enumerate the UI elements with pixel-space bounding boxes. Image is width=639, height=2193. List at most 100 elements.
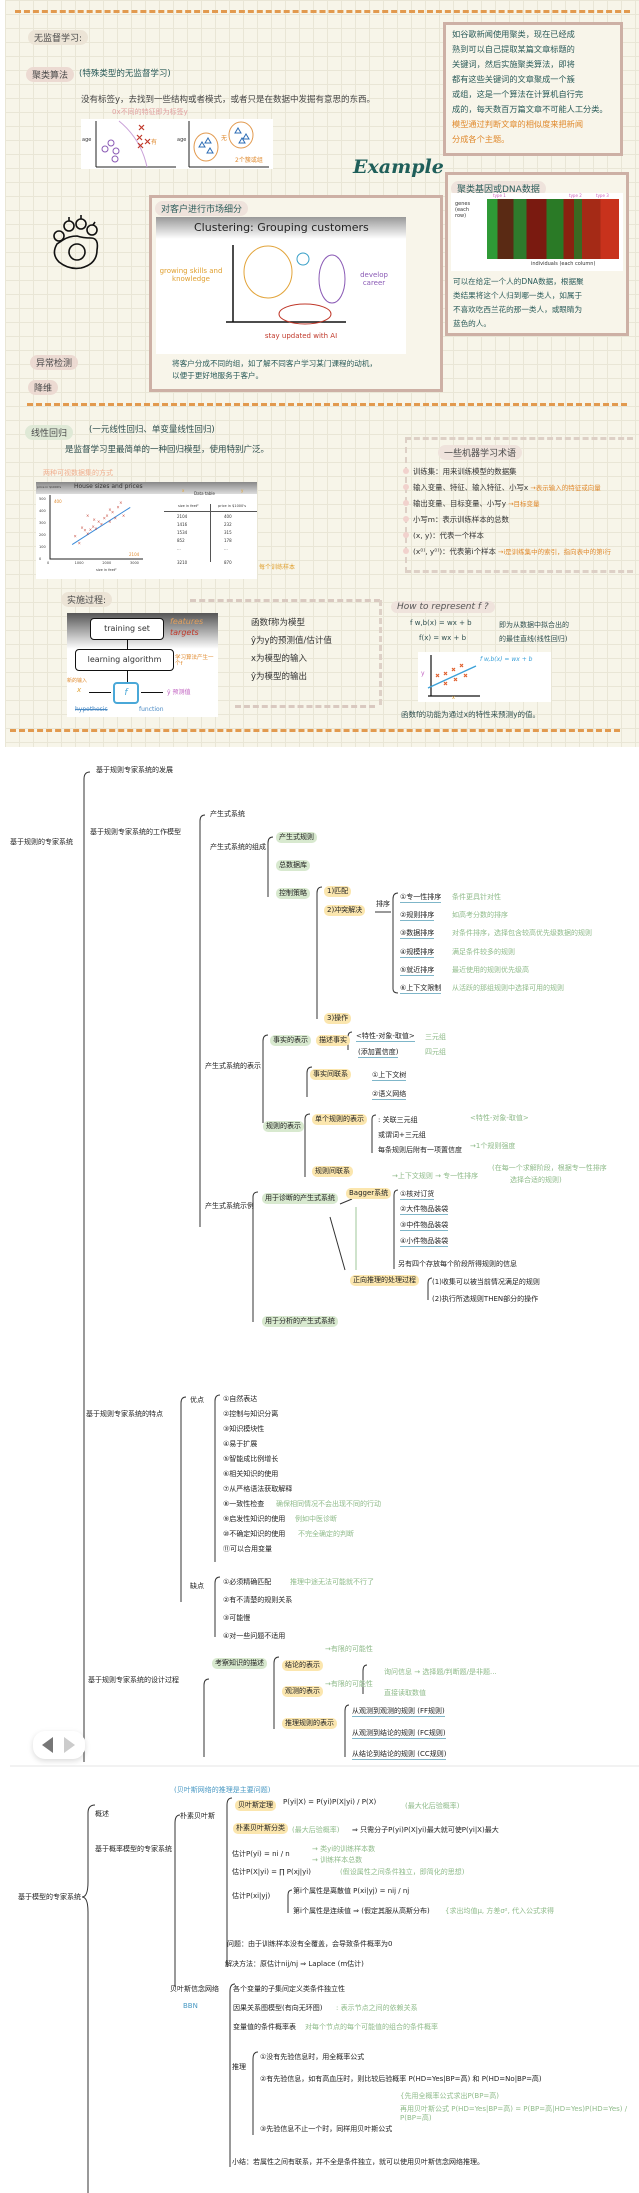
mindmap-node: ④易于扩展 (223, 1440, 258, 1448)
clustering-title: 聚类算法 (26, 67, 75, 82)
scatter-no-label: 无 (221, 135, 228, 142)
bullet-icon (403, 468, 409, 474)
mindmap-node: ②有先验信息，如有高血压时，则比较后验概率 P(HD=Yes|BP=高) 和 P… (260, 2075, 542, 2083)
mindmap-node: (添加置信度) (358, 1048, 399, 1059)
mindmap-node: ⑤就近排序 (400, 966, 435, 977)
data-point: × (116, 505, 119, 510)
market-text-line: 以便于更好地服务于客户。 (172, 371, 264, 380)
process-title: 实施过程: (61, 592, 113, 607)
house-prices-image: House sizes and prices price in $1000's … (36, 482, 257, 579)
data-point: × (92, 517, 95, 522)
mindmap-node: 询问信息 → 选择题/判断题/是非题... (384, 1668, 497, 1676)
y-tick-label: 0 (39, 557, 42, 561)
news-example-box: 如谷歌新闻使用聚类，现在已经成 熟到可以自己提取某篇文章标题的 关键词，然后实施聚类… (443, 22, 623, 156)
mindmap-node: 推理规则的表示 (282, 1718, 337, 1730)
mindmap-lines (10, 771, 639, 2193)
mindmap-node: 产生式系统的组成 (210, 843, 266, 851)
mindmap-node: 直接读取数值 (384, 1689, 426, 1697)
term-note: →i是训练集中的索引，指向表中的第i行 (497, 548, 611, 556)
mindmap-node: 概述 (95, 1810, 109, 1818)
mindmap-node: 观测的表示 (282, 1686, 323, 1698)
linear-fit-sketch (427, 655, 480, 697)
mindmap-node: ③可能慢 (223, 1614, 251, 1622)
term-item: 输入变量、特征、输入特征、小写x →表示输入的特征或向量 (403, 480, 635, 496)
term-text: 输入变量、特征、输入特征、小写x (413, 483, 529, 492)
mindmap-node: 三元组 (425, 1033, 446, 1041)
f-function-box: f (113, 682, 139, 704)
formula-f: f(x) = wx + b (419, 634, 467, 642)
table-cell-price: 232 (224, 522, 232, 527)
term-item: 输出变量、目标变量、小写y →目标变量 (403, 496, 635, 512)
mindmap-node: 朴素贝叶斯 (180, 1812, 215, 1820)
data-point: × (105, 513, 108, 518)
clustering-image-title: Clustering: Grouping customers (194, 221, 369, 234)
news-highlight-line: 模型通过判断文章的相似度来把新闻 (452, 119, 584, 129)
represent-brace-text-2: 的最佳直线(线性回归) (499, 635, 568, 643)
mindmap-node: 估计P(xi|yj) (232, 1892, 271, 1900)
linear-regression-note: 两种可视数据集的方式 (43, 469, 113, 477)
mindmap-node: ⇒ 只需分子P(yi)P(X|yi)最大就可使P(yi|X)最大 (352, 1826, 499, 1834)
mindmap-node: ⑨启发性知识的使用 (223, 1515, 286, 1523)
mindmap-node: 单个规则的表示 (312, 1114, 367, 1126)
table-x-mark: x (182, 488, 185, 493)
house-chart-title: House sizes and prices (74, 483, 143, 490)
mindmap-node: 缺点 (190, 1582, 204, 1590)
mindmap-node: 第i个属性是连续值 ⇒ (假定其服从高斯分布) (293, 1907, 430, 1915)
mindmap-node: 再用贝叶斯公式 P(HD=Yes|BP=高) = P(BP=高|HD=Yes)P… (400, 2105, 628, 2123)
mindmap-node: 四元组 (425, 1048, 446, 1056)
x-tick-label: 0 (47, 561, 50, 565)
divider (235, 705, 375, 708)
house-scatter: ×× ××××××× ×× ×××××××××× (49, 495, 143, 560)
mindmap-node: 第i个属性是离散值 P(xi|yj) = nij / nj (293, 1887, 410, 1895)
data-point: × (74, 533, 77, 538)
mindmap-node: 贝叶斯定理 (235, 1800, 276, 1812)
triangle-left-icon[interactable] (42, 1737, 53, 1753)
triangle-right-icon[interactable] (64, 1737, 75, 1753)
mindmap-node: →有限的可能性 (325, 1645, 373, 1653)
mindmap-node: ②控制与知识分离 (223, 1410, 279, 1418)
mindmap-node: 规则的表示 (263, 1121, 304, 1133)
term-item: (x, y)：代表一个样本 (403, 528, 635, 544)
scatter-groups-label: 2个簇或组 (235, 157, 263, 164)
data-point: × (108, 519, 111, 524)
mindmap-node: 规则间联系 (312, 1166, 353, 1178)
market-title: 对客户进行市场细分 (155, 201, 249, 216)
mindmap-node: ①自然表达 (223, 1395, 258, 1403)
mindmap-node: →上下文规则 → 专一性排序 (392, 1172, 479, 1180)
mindmap-node: 朴素贝叶斯分类 (233, 1823, 288, 1835)
news-text-line: 成的，每天数百万篇文章不可能人工分类。 (452, 104, 608, 114)
data-point: × (86, 513, 89, 518)
mindmap-node: ①必须精确匹配 (223, 1578, 272, 1586)
terms-title: 一些机器学习术语 (438, 445, 523, 460)
linear-regression-title: 线性回归 (25, 425, 74, 440)
data-point: × (94, 526, 97, 531)
process-text-line: ŷ为y的预测值/估计值 (251, 636, 332, 646)
divider (190, 599, 380, 602)
divider (379, 600, 382, 705)
mindmap-node: 控制策略 (276, 888, 310, 900)
mindmap-node: 排序 (376, 900, 390, 908)
mindmap-node: 产生式规则 (276, 832, 317, 844)
x-label: x (77, 686, 82, 694)
mindmap-node: (贝叶斯网络的推理是主要问题) (174, 1786, 271, 1794)
mark-2104: 2104 (129, 552, 140, 557)
learning-algorithm-box: learning algorithm (75, 649, 174, 671)
news-text-line: 都有这些关键词的文章聚成一个簇 (452, 74, 575, 84)
example-heading: Example (353, 156, 444, 178)
mindmap-node: ①没有先验信息时，用全概率公式 (260, 2053, 365, 2061)
fit-line (71, 506, 131, 546)
divider (15, 10, 630, 13)
mindmap-node: 不完全确定的判断 (298, 1530, 354, 1538)
mindmap-node: : 表示节点之间的依赖关系 (336, 2004, 418, 2012)
process-text-line: x为模型的输入 (251, 654, 308, 664)
notes-panel: 无监督学习: 聚类算法 (特殊类型的无监督学习) 没有标签y，去找到一些结构或者… (5, 0, 639, 747)
table-cell-size: ... (177, 546, 181, 551)
mindmap-node: 推理 (232, 2063, 246, 2071)
mindmap-node: 各个变量的子集间定义类条件独立性 (233, 1985, 345, 1993)
mindmap-node: ①上下文树 (372, 1071, 407, 1082)
table-col1: size in feet² (178, 504, 199, 508)
scatter-image: age age 有 无 2个簇或组 (81, 119, 273, 169)
mindmap-node: 基于规则专家系统的工作模型 (90, 828, 181, 836)
mindmap-node: 选择合适的规则) (510, 1176, 562, 1184)
mindmap-node: 基于规则的专家系统 (10, 838, 73, 846)
